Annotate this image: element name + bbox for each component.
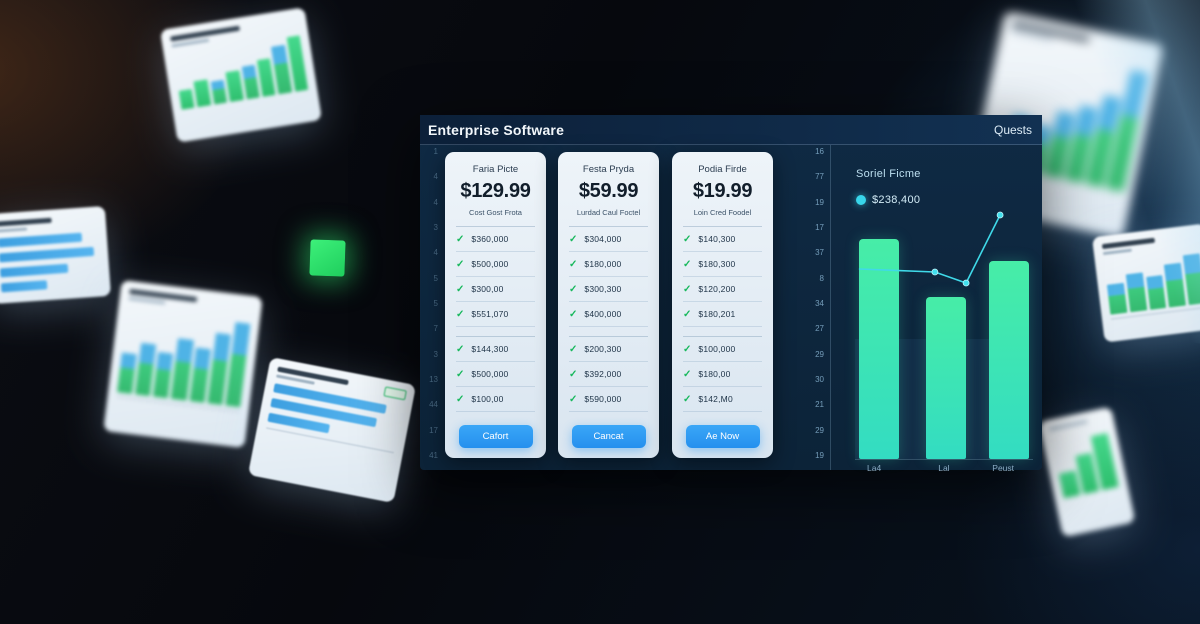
feature-row: ✓ $100,00 [456, 387, 535, 412]
bar-chart-plot [855, 210, 1033, 460]
check-icon: ✓ [683, 393, 692, 405]
page-title: Enterprise Software [428, 121, 565, 138]
check-icon: ✓ [569, 283, 578, 295]
plan-subtitle: Lurdad Caul Foctel [576, 208, 641, 217]
check-icon: ✓ [569, 368, 578, 380]
check-icon: ✓ [683, 233, 692, 245]
feature-row: ✓ $180,00 [683, 362, 762, 387]
chart-bar [989, 261, 1029, 459]
mid-number-column: 16 77 19 17 37 8 34 27 29 30 21 29 19 [815, 147, 824, 460]
check-icon: ✓ [683, 283, 692, 295]
check-icon: ✓ [456, 283, 465, 295]
check-icon: ✓ [456, 233, 465, 245]
plan-cta-button[interactable]: Cafort [458, 425, 533, 448]
line-overlay [858, 211, 1004, 287]
plan-title: Faria Picte [472, 164, 519, 175]
pricing-card-3: Podia Firde $19.99 Loin Cred Foodel ✓ $14… [672, 152, 773, 458]
check-icon: ✓ [456, 258, 465, 270]
feature-row: ✓ $100,000 [683, 337, 762, 362]
check-icon: ✓ [683, 308, 692, 320]
chart-legend: $238,400 [856, 194, 920, 206]
plan-price: $129.99 [460, 180, 531, 202]
legend-dot-icon [856, 195, 866, 205]
feature-row: ✓ $304,000 [569, 227, 648, 252]
decor-chart-card [159, 7, 323, 143]
plan-cta-button[interactable]: Ae Now [685, 425, 760, 448]
plan-subtitle: Cost Gost Frota [469, 208, 522, 217]
check-icon: ✓ [683, 368, 692, 380]
feature-row: ✓ $300,00 [456, 277, 535, 302]
feature-row: ✓ $500,000 [456, 252, 535, 277]
feature-row: ✓ $200,300 [569, 337, 648, 362]
panel-header: Enterprise Software Quests [420, 115, 1042, 145]
check-icon: ✓ [456, 393, 465, 405]
feature-row: ✓ $360,000 [456, 227, 535, 252]
plan-subtitle: Loin Cred Foodel [693, 208, 752, 217]
feature-row: ✓ $120,200 [683, 277, 762, 302]
decor-chart-card [103, 279, 263, 449]
check-icon: ✓ [569, 258, 578, 270]
header-right-link[interactable]: Quests [993, 122, 1032, 137]
plan-title: Festa Pryda [582, 164, 635, 175]
check-icon: ✓ [456, 343, 465, 355]
decor-badge [383, 386, 407, 401]
feature-list: ✓ $140,300 ✓ $180,300 ✓ $120,200 ✓ $180,201 [683, 226, 762, 327]
check-icon: ✓ [569, 308, 578, 320]
check-icon: ✓ [569, 233, 578, 245]
pricing-card-2: Festa Pryda $59.99 Lurdad Caul Foctel ✓ $… [558, 152, 659, 458]
plan-price: $59.99 [578, 180, 639, 202]
chart-section: Soriel Ficme $238,400 La4 Lal Peust [830, 145, 1042, 473]
chart-bar [859, 239, 899, 459]
feature-row: ✓ $551,070 [456, 302, 535, 327]
feature-row: ✓ $180,000 [569, 252, 648, 277]
check-icon: ✓ [569, 393, 578, 405]
check-icon: ✓ [456, 308, 465, 320]
chart-bar [926, 297, 966, 459]
feature-list: ✓ $304,000 ✓ $180,000 ✓ $300,300 ✓ $400,000 [569, 226, 648, 327]
feature-row: ✓ $590,000 [569, 387, 648, 412]
feature-row: ✓ $180,300 [683, 252, 762, 277]
decor-chart-card [247, 356, 417, 504]
feature-row: ✓ $144,300 [456, 337, 535, 362]
pricing-card-1: Faria Picte $129.99 Cost Gost Frota ✓ $36… [445, 152, 546, 458]
plan-cta-button[interactable]: Cancat [571, 425, 646, 448]
feature-row: ✓ $500,000 [456, 362, 535, 387]
legend-value: $238,400 [872, 194, 921, 206]
feature-row: ✓ $392,000 [569, 362, 648, 387]
feature-list-secondary: ✓ $200,300 ✓ $392,000 ✓ $590,000 [569, 336, 648, 412]
plan-price: $19.99 [692, 180, 753, 202]
plan-title: Podia Firde [698, 164, 747, 175]
x-tick-label: La4 [867, 463, 882, 473]
decor-chart-card [0, 205, 111, 305]
check-icon: ✓ [569, 343, 578, 355]
chart-title: Soriel Ficme [856, 168, 921, 180]
decor-chart-card [1038, 406, 1136, 538]
check-icon: ✓ [683, 343, 692, 355]
x-axis-labels: La4 Lal Peust [855, 463, 1033, 473]
feature-list: ✓ $360,000 ✓ $500,000 ✓ $300,00 ✓ $551,070 [456, 226, 535, 327]
feature-row: ✓ $142,M0 [683, 387, 762, 412]
check-icon: ✓ [456, 368, 465, 380]
check-icon: ✓ [683, 258, 692, 270]
decor-chart-card [1091, 223, 1200, 343]
feature-row: ✓ $400,000 [569, 302, 648, 327]
feature-row: ✓ $140,300 [683, 227, 762, 252]
x-tick-label: Lal [938, 463, 950, 473]
feature-list-secondary: ✓ $144,300 ✓ $500,000 ✓ $100,00 [456, 336, 535, 412]
feature-list-secondary: ✓ $100,000 ✓ $180,00 ✓ $142,M0 [683, 336, 762, 412]
feature-row: ✓ $180,201 [683, 302, 762, 327]
x-tick-label: Peust [992, 463, 1015, 473]
green-glow-cube [309, 239, 346, 277]
feature-row: ✓ $300,300 [569, 277, 648, 302]
